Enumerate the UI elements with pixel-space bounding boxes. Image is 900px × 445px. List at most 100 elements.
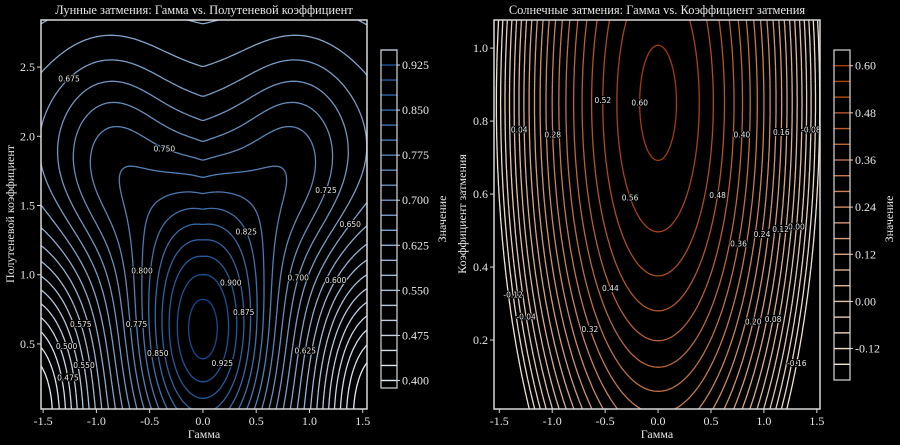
contour-label: -0.16 [787,359,807,368]
contour-line-0.6 [639,44,678,162]
colorbar-tick-label: 0.925 [402,58,429,72]
x-tick-label: -1.5 [490,414,509,428]
colorbar-tick-label: 0.00 [855,294,876,308]
contour-line-0.44 [581,20,735,342]
contour-line-0 [513,20,803,409]
contour-line-0.425 [41,344,367,409]
colorbar-tick-label: 0.775 [402,148,429,162]
y-tick-label: 0.6 [473,187,488,201]
x-tick-label: 1.5 [809,414,824,428]
contour-label: 0.725 [315,186,337,195]
contour-label: 0.750 [154,144,176,153]
contour-label: 0.475 [57,373,79,382]
lunar-colorbar-label: Значение [435,196,449,243]
lunar-x-axis-label: Гамма [188,427,221,441]
contour-label: 0.48 [709,191,726,200]
contour-label: 0.925 [212,359,234,368]
solar-x-axis-label: Гамма [641,427,674,441]
colorbar-tick-label: 0.400 [402,373,429,387]
y-tick-label: 2.5 [20,60,35,74]
x-tick-label: -1.5 [34,414,53,428]
contour-label: 0.24 [754,230,771,239]
contour-label: -0.04 [516,313,536,322]
contour-label: 0.775 [126,320,148,329]
contour-label: 0.825 [235,228,257,237]
contour-label: 0.04 [511,125,528,134]
lunar-y-axis-label: Полутеневой коэффициент [3,144,17,283]
x-tick-label: 0.0 [651,414,666,428]
x-tick-label: 0.0 [195,414,210,428]
contour-line-0.525 [41,288,367,409]
contour-label: 0.900 [220,279,242,288]
contour-line-0.4 [41,362,367,409]
lunar-contour-panel: Лунные затмения: Гамма vs. Полутеневой к… [3,3,449,441]
contour-label: 0.60 [631,99,648,108]
contour-line--0.04 [508,20,808,409]
contour-line-0.08 [523,20,793,409]
contour-label: 0.12 [772,225,789,234]
colorbar: 0.60 0.48 0.36 0.24 0.12 0.00 -0.12 [833,49,880,381]
contour-label: -0.12 [503,291,523,300]
contour-line-0.6 [41,243,367,409]
contour-label: 0.20 [745,318,762,327]
x-tick-label: -0.5 [140,414,159,428]
contour-line-0.24 [545,20,771,409]
contour-line-0.8 [141,191,265,409]
contour-line-0.45 [41,329,367,409]
contour-label: 0.56 [622,194,639,203]
solar-y-axis-label: Коэффициент затмения [455,154,469,274]
colorbar-tick-label: -0.12 [855,342,880,356]
contour-label: 0.40 [734,130,751,139]
y-tick-label: 0.4 [473,260,488,274]
contour-line-0.85 [154,223,252,409]
x-tick-label: -1.0 [543,414,562,428]
y-tick-label: 1.0 [473,41,488,55]
contour-label: 0.575 [70,320,92,329]
contour-line-0.12 [528,20,788,409]
colorbar-tick-label: 0.625 [402,238,429,252]
contour-label: 0.08 [765,315,782,324]
x-tick-label: 1.0 [302,414,317,428]
contour-line-0.475 [41,315,367,409]
contour-line--0.12 [499,20,817,409]
contour-line-0.55 [41,274,367,409]
contour-label: -0.08 [801,125,821,134]
contour-line-0.4 [572,20,744,368]
y-tick-label: 1.5 [20,199,35,213]
contour-line-0.675 [41,59,367,409]
contour-line-0.575 [41,259,367,409]
contour-line-0.7 [56,80,349,409]
contour-label: 0.600 [325,276,347,285]
plot-frame [493,19,821,410]
contour-label: 0.550 [73,361,95,370]
plot-frame [40,19,368,410]
contour-line-0.36 [565,20,751,392]
contour-label: 0.28 [544,130,561,139]
colorbar-tick-label: 0.12 [855,247,876,261]
x-tick-label: -1.0 [87,414,106,428]
contour-label: 0.675 [58,74,80,83]
colorbar-tick-label: 0.60 [855,59,876,73]
contour-line-0.52 [602,20,714,277]
contour-label: 0.800 [131,266,153,275]
contour-line-0.2 [539,20,777,409]
contour-line-0.825 [148,207,258,409]
y-tick-label: 0.5 [20,337,35,351]
y-tick-label: 0.8 [473,114,488,128]
x-tick-label: 0.5 [703,414,718,428]
solar-colorbar-label: Значение [882,196,896,243]
contour-line-0.725 [72,101,334,409]
lunar-chart-title: Лунные затмения: Гамма vs. Полутеневой к… [55,3,353,17]
contour-line-0.5 [41,301,367,409]
contour-label: 0.36 [730,240,747,249]
x-tick-label: 1.5 [355,414,370,428]
contour-lines [495,20,820,409]
colorbar-tick-label: 0.48 [855,106,876,120]
contour-line-0.75 [89,125,317,409]
colorbar-frame [380,49,398,389]
contour-line-0.875 [161,239,245,409]
contour-label: 0.625 [295,347,317,356]
colorbar-tick-label: 0.475 [402,328,429,342]
contour-line-0.925 [176,274,230,383]
